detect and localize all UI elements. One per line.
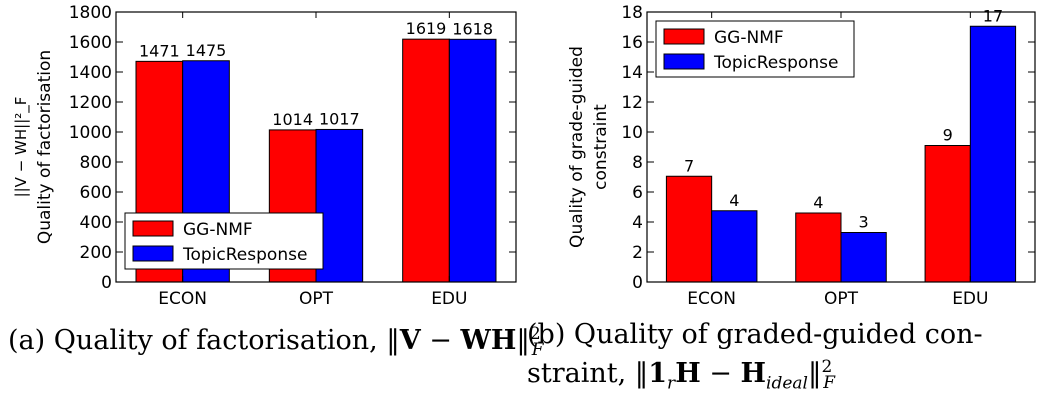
y-tick-label: 6 xyxy=(632,183,643,203)
y-axis-label: constraint xyxy=(591,104,611,190)
y-tick-label: 0 xyxy=(101,273,112,293)
x-tick-label: EDU xyxy=(952,289,988,309)
data-label: 9 xyxy=(943,126,953,145)
data-label: 1017 xyxy=(319,109,360,128)
caption-a: (a) Quality of factorisation, ‖V − WH‖2F xyxy=(8,324,544,361)
data-label: 1618 xyxy=(452,19,493,38)
data-label: 3 xyxy=(859,213,869,232)
plot-frame xyxy=(115,11,517,283)
chart-b: 7 4 ECON 4 3 OPT 9 17 EDU 0 2 4 6 8 10 12 14 16 18 Quality … xyxy=(567,3,1036,309)
bar-econ-topicresponse xyxy=(711,210,758,283)
caption-b: (b) Quality of graded-guided con- strain… xyxy=(527,319,983,394)
legend-entry: GG-NMF xyxy=(183,220,253,240)
y-axis-label: Quality of factorisation xyxy=(35,50,55,244)
x-tick-label: ECON xyxy=(687,289,736,309)
y-tick-label: 4 xyxy=(632,213,643,233)
legend-swatch xyxy=(132,245,174,262)
data-label: 4 xyxy=(813,193,823,212)
y-tick-label: 1000 xyxy=(69,123,112,143)
legend-swatch xyxy=(663,53,705,70)
y-tick-label: 800 xyxy=(80,153,112,173)
x-tick-label: ECON xyxy=(158,289,207,309)
data-label: 1471 xyxy=(139,41,180,60)
legend-entry: TopicResponse xyxy=(713,53,838,73)
y-tick-label: 200 xyxy=(80,243,112,263)
y-axis-label: ||V − WH||²_F xyxy=(12,97,31,198)
y-tick-label: 0 xyxy=(632,273,643,293)
legend-entry: GG-NMF xyxy=(714,28,784,48)
y-tick-label: 600 xyxy=(80,183,112,203)
bar-econ-gg-nmf xyxy=(665,175,713,283)
y-tick-label: 12 xyxy=(621,93,643,113)
data-label: 1475 xyxy=(186,41,227,60)
y-tick-label: 2 xyxy=(632,243,643,263)
y-tick-label: 10 xyxy=(621,123,643,143)
y-tick-label: 8 xyxy=(632,153,643,173)
data-label: 7 xyxy=(684,156,694,175)
y-tick-label: 1200 xyxy=(69,93,112,113)
data-label: 1619 xyxy=(406,19,447,38)
y-tick-label: 1600 xyxy=(69,33,112,53)
x-tick-label: EDU xyxy=(431,289,467,309)
bar-edu-topicresponse xyxy=(969,25,1017,283)
data-label: 1014 xyxy=(272,110,313,129)
chart-a: 1471 1475 ECON 1014 1017 OPT 1619 1618 EDU 0 200 40… xyxy=(12,3,517,309)
bar-opt-gg-nmf xyxy=(795,212,842,283)
legend-swatch xyxy=(663,28,705,45)
y-tick-label: 16 xyxy=(621,33,643,53)
legend-swatch xyxy=(132,220,174,237)
data-label: 17 xyxy=(983,6,1003,25)
legend-entry: TopicResponse xyxy=(182,245,307,265)
bar-opt-topicresponse xyxy=(840,232,887,283)
bar-edu-gg-nmf xyxy=(924,145,971,283)
bar-edu-gg-nmf xyxy=(402,38,450,283)
y-tick-label: 1800 xyxy=(69,3,112,23)
y-tick-label: 14 xyxy=(621,63,643,83)
y-tick-label: 1400 xyxy=(69,63,112,83)
y-tick-label: 18 xyxy=(621,3,643,23)
x-tick-label: OPT xyxy=(299,289,334,309)
data-label: 4 xyxy=(729,191,739,210)
plot-frame xyxy=(646,11,1036,283)
y-axis-label: Quality of grade-guided xyxy=(567,46,587,248)
y-tick-label: 400 xyxy=(80,213,112,233)
x-tick-label: OPT xyxy=(824,289,859,309)
bar-edu-topicresponse xyxy=(448,38,497,283)
bar-opt-topicresponse xyxy=(315,128,364,283)
